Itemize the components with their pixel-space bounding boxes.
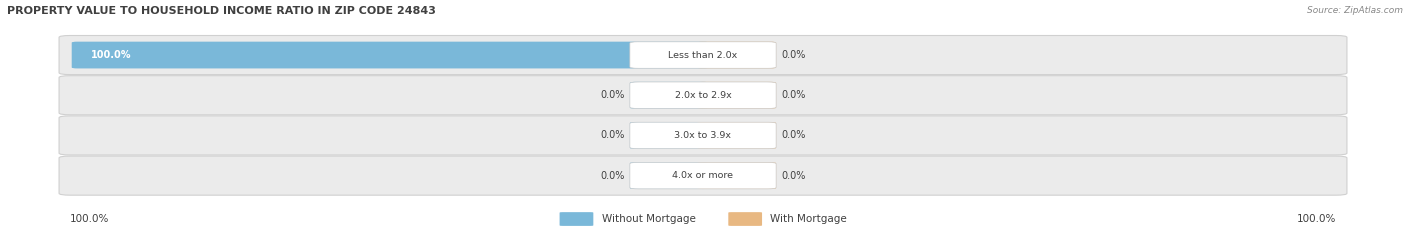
Text: PROPERTY VALUE TO HOUSEHOLD INCOME RATIO IN ZIP CODE 24843: PROPERTY VALUE TO HOUSEHOLD INCOME RATIO… bbox=[7, 6, 436, 16]
FancyBboxPatch shape bbox=[59, 156, 1347, 195]
FancyBboxPatch shape bbox=[630, 42, 776, 68]
Text: Without Mortgage: Without Mortgage bbox=[602, 214, 696, 224]
FancyBboxPatch shape bbox=[630, 122, 776, 149]
FancyBboxPatch shape bbox=[630, 82, 776, 109]
Text: 3.0x to 3.9x: 3.0x to 3.9x bbox=[675, 131, 731, 140]
FancyBboxPatch shape bbox=[630, 162, 776, 189]
FancyBboxPatch shape bbox=[59, 76, 1347, 115]
Text: 2.0x to 2.9x: 2.0x to 2.9x bbox=[675, 91, 731, 100]
FancyBboxPatch shape bbox=[630, 122, 709, 149]
FancyBboxPatch shape bbox=[697, 82, 776, 109]
Text: 100.0%: 100.0% bbox=[70, 214, 110, 224]
Text: Source: ZipAtlas.com: Source: ZipAtlas.com bbox=[1308, 6, 1403, 15]
FancyBboxPatch shape bbox=[59, 116, 1347, 155]
FancyBboxPatch shape bbox=[697, 162, 776, 189]
Text: 0.0%: 0.0% bbox=[600, 90, 624, 100]
Text: 0.0%: 0.0% bbox=[782, 171, 806, 181]
Text: 0.0%: 0.0% bbox=[782, 130, 806, 140]
FancyBboxPatch shape bbox=[697, 42, 776, 69]
FancyBboxPatch shape bbox=[560, 212, 593, 226]
Text: 0.0%: 0.0% bbox=[782, 50, 806, 60]
Text: 4.0x or more: 4.0x or more bbox=[672, 171, 734, 180]
FancyBboxPatch shape bbox=[728, 212, 762, 226]
FancyBboxPatch shape bbox=[630, 82, 709, 109]
Text: With Mortgage: With Mortgage bbox=[770, 214, 848, 224]
Text: 0.0%: 0.0% bbox=[600, 171, 624, 181]
FancyBboxPatch shape bbox=[59, 35, 1347, 75]
Text: 0.0%: 0.0% bbox=[782, 90, 806, 100]
FancyBboxPatch shape bbox=[697, 122, 776, 149]
Text: 100.0%: 100.0% bbox=[91, 50, 132, 60]
FancyBboxPatch shape bbox=[72, 42, 709, 69]
Text: 0.0%: 0.0% bbox=[600, 130, 624, 140]
Text: Less than 2.0x: Less than 2.0x bbox=[668, 51, 738, 60]
Text: 100.0%: 100.0% bbox=[1296, 214, 1336, 224]
FancyBboxPatch shape bbox=[630, 162, 709, 189]
